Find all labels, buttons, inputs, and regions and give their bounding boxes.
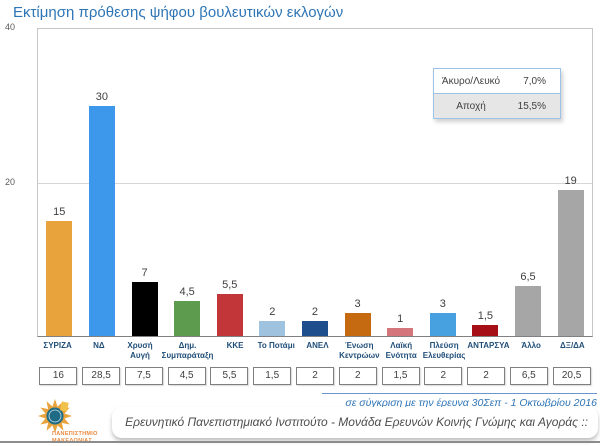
bar-slot: 3 bbox=[421, 29, 464, 336]
x-axis-label: ΑΝΤΑΡΣΥΑ bbox=[467, 341, 510, 350]
bar-slot: 15 bbox=[38, 29, 81, 336]
bar-slot: 3 bbox=[336, 29, 379, 336]
x-axis-label: ΔΞ/ΔΑ bbox=[560, 341, 585, 350]
prev-value-cell: 1,5 bbox=[379, 367, 422, 385]
footer-text: Ερευνητικό Πανεπιστημιακό Ινστιτούτο - Μ… bbox=[112, 407, 598, 438]
bar-slot: 5,5 bbox=[208, 29, 251, 336]
plot-area: 15 30 7 4,5 5,5 2 2 3 1 3 1,5 6,5 19 bbox=[37, 28, 593, 337]
prev-value-box: 6,5 bbox=[509, 367, 548, 385]
x-axis-label: ΝΔ bbox=[93, 341, 105, 350]
prev-value-box: 5,5 bbox=[210, 367, 249, 385]
x-axis-label: Χρυσή Αυγή bbox=[127, 341, 153, 360]
prev-value-cell: 7,5 bbox=[123, 367, 166, 385]
bar-slot: 2 bbox=[251, 29, 294, 336]
bar-value-label: 7 bbox=[141, 267, 148, 280]
bar: 1 bbox=[387, 313, 414, 336]
prev-value-cell: 16 bbox=[37, 367, 80, 385]
legend-value: 15,5% bbox=[517, 100, 546, 112]
x-axis-label: Το Ποτάμι bbox=[257, 341, 295, 350]
bar-value-label: 3 bbox=[439, 297, 446, 310]
logo-sun-icon bbox=[38, 399, 72, 433]
gridline-20 bbox=[38, 182, 592, 184]
bar-value-label: 19 bbox=[564, 175, 577, 188]
bar-slot: 6,5 bbox=[507, 29, 550, 336]
prev-value-box: 2 bbox=[467, 367, 506, 385]
bar: 15 bbox=[46, 206, 73, 336]
footer-divider bbox=[0, 441, 600, 443]
prev-value-cell: 28,5 bbox=[80, 367, 123, 385]
prev-value-box: 4,5 bbox=[167, 367, 206, 385]
x-axis-label: Άλλο bbox=[521, 341, 541, 350]
legend-label: Άκυρο/Λευκό bbox=[441, 75, 501, 87]
legend-row-abstain: Αποχή 15,5% bbox=[434, 93, 560, 118]
bar-value-label: 5,5 bbox=[222, 278, 238, 291]
bar-value-label: 6,5 bbox=[520, 271, 536, 284]
logo-text: ΠΑΝΕΠΙΣΤΗΜΙΟ ΜΑΚΕΔΟΝΙΑΣ bbox=[52, 431, 98, 444]
bar: 6,5 bbox=[515, 271, 541, 336]
bar-slot: 30 bbox=[81, 29, 124, 336]
y-tick-label: 20 bbox=[4, 176, 15, 187]
x-axis-labels: ΣΥΡΙΖΑ ΝΔ Χρυσή Αυγή Δημ. Συμπαράταξη ΚΚΕ Το … bbox=[37, 341, 593, 361]
prev-value-cell: 6,5 bbox=[507, 367, 550, 385]
bar: 2 bbox=[259, 306, 286, 336]
prev-value-cell: 2 bbox=[422, 367, 465, 385]
prev-value-cell: 5,5 bbox=[208, 367, 251, 385]
bar: 7 bbox=[131, 267, 158, 336]
x-axis-label: Πλεύση Ελευθερίας bbox=[422, 341, 466, 360]
bar-slot: 2 bbox=[294, 29, 337, 336]
prev-value-box: 2 bbox=[424, 367, 463, 385]
bar: 4,5 bbox=[174, 286, 201, 336]
bar-value-label: 4,5 bbox=[179, 286, 195, 299]
bar: 30 bbox=[88, 91, 115, 336]
x-axis-label: Δημ. Συμπαράταξη bbox=[161, 341, 214, 360]
bar-slot: 4,5 bbox=[166, 29, 209, 336]
prev-value-box: 7,5 bbox=[124, 367, 163, 385]
prev-value-box: 16 bbox=[39, 367, 78, 385]
bar: 3 bbox=[344, 298, 371, 336]
x-axis-label: ΣΥΡΙΖΑ bbox=[43, 341, 72, 350]
university-logo: ΠΑΝΕΠΙΣΤΗΜΙΟ ΜΑΚΕΔΟΝΙΑΣ bbox=[36, 399, 116, 444]
prev-value-box: 20,5 bbox=[552, 367, 591, 385]
prev-value-box: 1,5 bbox=[253, 367, 292, 385]
bar-value-label: 15 bbox=[53, 205, 66, 218]
bar-slot: 19 bbox=[549, 29, 592, 336]
bar-value-label: 2 bbox=[269, 305, 276, 318]
bar: 3 bbox=[429, 298, 456, 336]
bar: 19 bbox=[557, 175, 584, 336]
legend-table: Άκυρο/Λευκό 7,0% Αποχή 15,5% bbox=[433, 68, 561, 119]
comparison-note: σε σύγκριση με την έρευνα 30Σεπ - 1 Οκτω… bbox=[322, 393, 597, 409]
bar-slot: 1,5 bbox=[464, 29, 507, 336]
bar-value-label: 1,5 bbox=[477, 309, 494, 322]
page-title: Εκτίμηση πρόθεσης ψήφου βουλευτικών εκλο… bbox=[13, 4, 344, 21]
legend-label: Αποχή bbox=[456, 100, 486, 112]
bar-value-label: 1 bbox=[397, 313, 404, 326]
legend-value: 7,0% bbox=[523, 75, 546, 87]
bar: 5,5 bbox=[216, 279, 243, 336]
prev-value-cell: 20,5 bbox=[550, 367, 593, 385]
bar: 2 bbox=[301, 306, 328, 336]
bar-slot: 7 bbox=[123, 29, 166, 336]
legend-row-invalid-blank: Άκυρο/Λευκό 7,0% bbox=[434, 69, 560, 93]
x-axis-label: Ένωση Κεντρώων bbox=[339, 341, 380, 360]
bar-value-label: 30 bbox=[95, 90, 109, 103]
prev-value-cell: 2 bbox=[336, 367, 379, 385]
bar: 1,5 bbox=[472, 310, 499, 336]
x-axis-label: ΑΝΕΛ bbox=[306, 341, 329, 350]
prev-value-box: 2 bbox=[295, 367, 334, 385]
y-tick-label: 40 bbox=[4, 22, 15, 32]
bar-slot: 1 bbox=[379, 29, 422, 336]
prev-value-cell: 2 bbox=[465, 367, 508, 385]
x-axis-label: ΚΚΕ bbox=[226, 341, 244, 350]
prev-value-box: 1,5 bbox=[381, 367, 420, 385]
prev-value-cell: 2 bbox=[294, 367, 337, 385]
bar-value-label: 3 bbox=[354, 297, 361, 310]
bar-value-label: 2 bbox=[311, 305, 319, 318]
x-axis-label: Λαϊκή Ενότητα bbox=[385, 341, 417, 360]
prev-value-box: 2 bbox=[338, 367, 377, 385]
prev-value-box: 28,5 bbox=[82, 367, 121, 385]
previous-survey-values: 16 28,5 7,5 4,5 5,5 1,5 2 2 1,5 2 2 6,5 20,5 bbox=[37, 367, 593, 385]
prev-value-cell: 4,5 bbox=[165, 367, 208, 385]
prev-value-cell: 1,5 bbox=[251, 367, 294, 385]
bar-series: 15 30 7 4,5 5,5 2 2 3 1 3 1,5 6,5 19 bbox=[38, 29, 592, 336]
